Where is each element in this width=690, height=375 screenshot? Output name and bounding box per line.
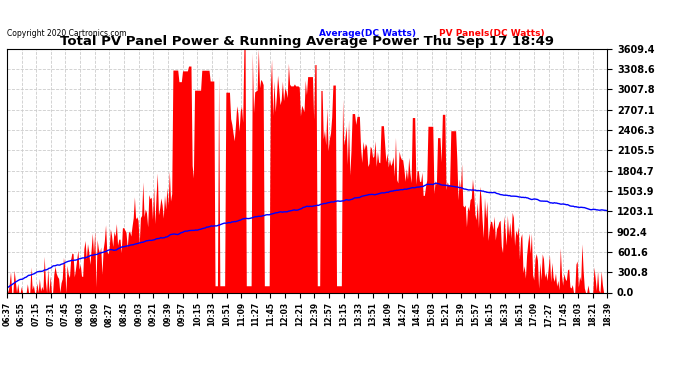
Text: Average(DC Watts): Average(DC Watts) — [319, 29, 416, 38]
Text: PV Panels(DC Watts): PV Panels(DC Watts) — [439, 29, 544, 38]
Text: Copyright 2020 Cartronics.com: Copyright 2020 Cartronics.com — [7, 29, 126, 38]
Title: Total PV Panel Power & Running Average Power Thu Sep 17 18:49: Total PV Panel Power & Running Average P… — [60, 34, 554, 48]
